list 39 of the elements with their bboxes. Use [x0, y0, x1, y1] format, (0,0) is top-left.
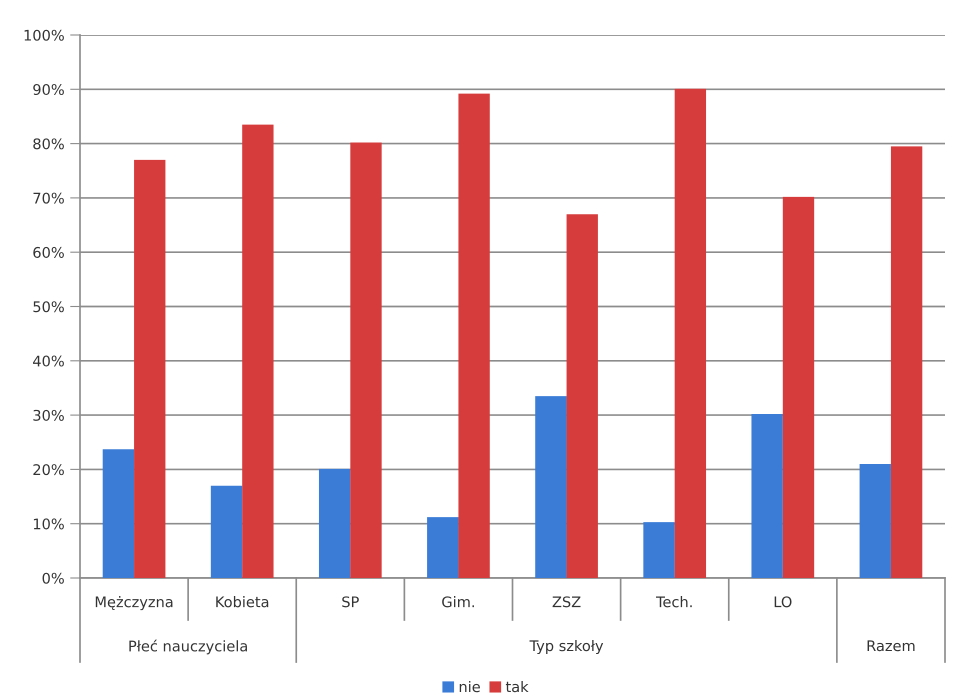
x-tick-label: Gim. [442, 596, 474, 608]
bar [134, 160, 166, 578]
y-tick-label: 100% [24, 30, 64, 41]
text: Typ szkoły [530, 640, 604, 654]
y-tick-label: 80% [33, 138, 64, 150]
bar [782, 196, 814, 578]
bar [102, 449, 134, 578]
x-tick-label: Mężczyzna [96, 596, 172, 610]
bar [458, 94, 490, 578]
y-tick-label: 0% [42, 572, 64, 584]
bar [566, 214, 598, 578]
y-tick-label: 70% [34, 192, 64, 204]
bar [890, 146, 922, 578]
bar [643, 522, 675, 578]
y-tick-label: 30% [33, 410, 64, 421]
bar [427, 517, 458, 578]
bar [860, 464, 891, 578]
bar [318, 468, 350, 578]
x-tick-label: Tech. [656, 596, 692, 608]
text: Płeć nauczyciela [129, 640, 247, 654]
text: Razem [868, 640, 914, 652]
bar [242, 124, 274, 578]
x-tick-label: SP [342, 596, 359, 608]
bar [350, 142, 382, 578]
legend-label: tak [506, 680, 529, 692]
x-tick-label: Kobieta [216, 596, 268, 608]
y-tick-label: 20% [33, 464, 64, 476]
bar [751, 414, 783, 578]
legend-label: nie [460, 680, 480, 692]
bar [210, 486, 242, 578]
y-tick-label: 40% [33, 356, 64, 367]
x-tick-label: ZSZ [552, 596, 581, 608]
bar [674, 88, 706, 578]
y-tick-label: 90% [33, 84, 64, 96]
x-tick-label: LO [774, 596, 792, 608]
bar [535, 396, 567, 578]
y-tick-label: 50% [33, 301, 64, 312]
y-tick-label: 60% [33, 246, 64, 258]
y-tick-label: 10% [34, 518, 64, 530]
